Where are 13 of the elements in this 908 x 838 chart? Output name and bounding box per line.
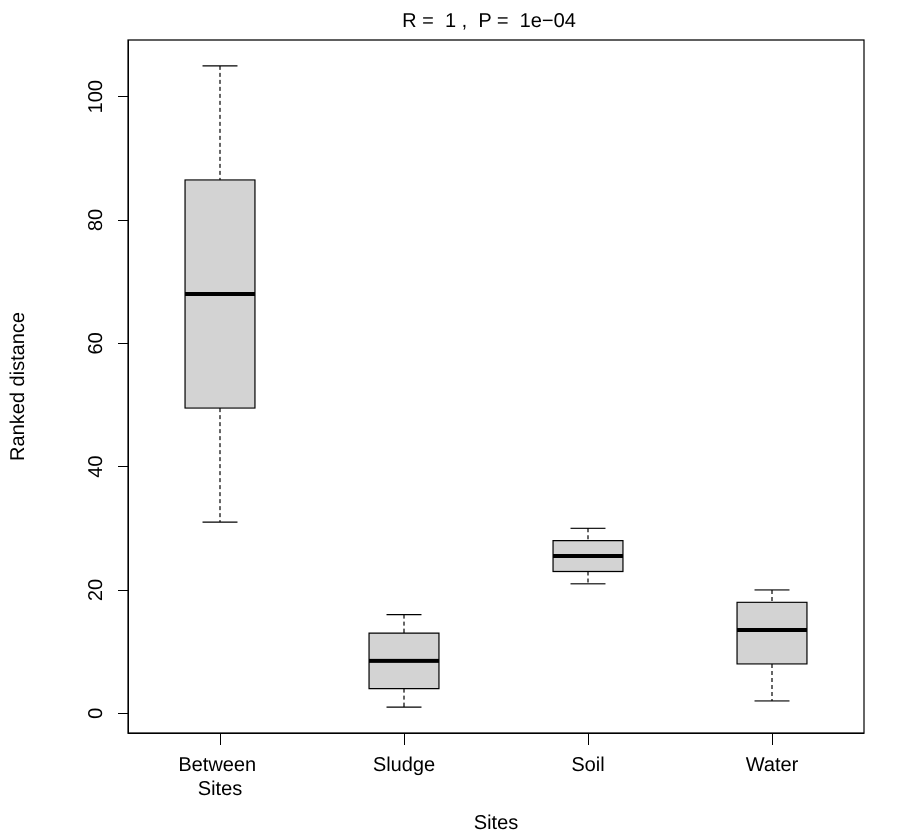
x-tick-label: Between Sites bbox=[178, 754, 262, 800]
x-tick-label: Sludge bbox=[372, 754, 436, 776]
x-tick-label: Soil bbox=[571, 754, 605, 776]
x-axis-title: Sites bbox=[474, 812, 518, 834]
y-tick-label: 0 bbox=[85, 708, 107, 719]
y-tick-label: 80 bbox=[85, 208, 107, 232]
x-tick-label: Water bbox=[746, 754, 799, 776]
y-tick-label: 100 bbox=[85, 80, 107, 114]
y-axis-title: Ranked distance bbox=[7, 312, 29, 461]
y-tick-label: 60 bbox=[85, 332, 107, 354]
chart-title: R = 1 , P = 1e−04 bbox=[402, 10, 576, 32]
y-tick-label: 20 bbox=[85, 578, 107, 602]
y-tick-label: 40 bbox=[85, 456, 107, 478]
